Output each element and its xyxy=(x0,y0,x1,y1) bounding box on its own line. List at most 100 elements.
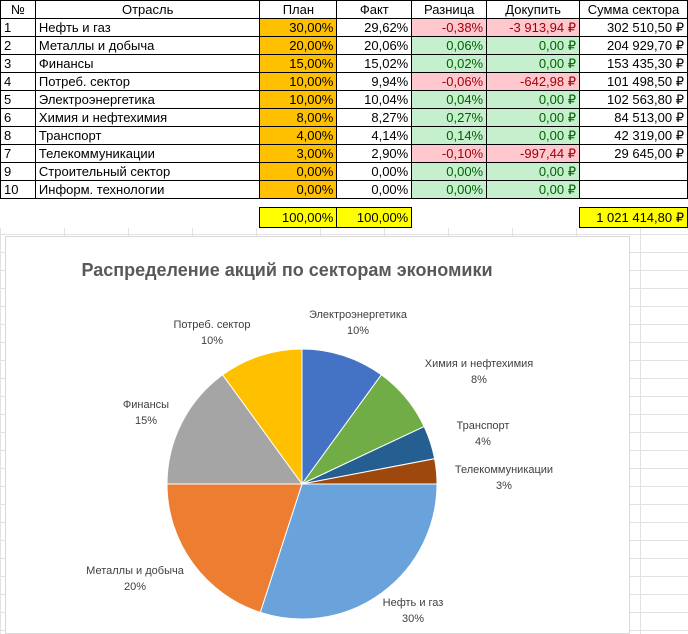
cell: 0,00 ₽ xyxy=(486,108,581,127)
cell: 0,06% xyxy=(411,36,488,55)
cell: Металлы и добыча xyxy=(34,36,261,55)
cell: 100,00% xyxy=(259,207,338,228)
cell: 0,00 ₽ xyxy=(486,126,581,145)
cell: 8,00% xyxy=(259,108,338,127)
cell: 9 xyxy=(0,162,36,181)
table-row: 9 Строительный сектор 0,00% 0,00% 0,00% 0,00 … xyxy=(0,162,688,181)
table-row: 7 Телекоммуникации 3,00% 2,90% -0,10% -997,44… xyxy=(0,144,688,163)
cell: Строительный сектор xyxy=(34,162,261,181)
cell: 0,00% xyxy=(259,180,338,199)
cell: 0,00% xyxy=(336,180,413,199)
cell: Сумма сектора xyxy=(579,0,688,19)
cell: 0,14% xyxy=(411,126,488,145)
cell: 100,00% xyxy=(336,207,413,228)
slice-label: Металлы и добыча xyxy=(86,565,185,577)
cell: 10,00% xyxy=(259,72,338,91)
cell xyxy=(1,208,36,228)
cell: № xyxy=(0,0,36,19)
cell: 0,04% xyxy=(411,90,488,109)
cell: Информ. технологии xyxy=(34,180,261,199)
cell: 3 xyxy=(0,54,36,73)
slice-label: Потреб. сектор xyxy=(173,319,250,331)
cell xyxy=(412,208,487,228)
cell: 15,00% xyxy=(259,54,338,73)
cell: 20,00% xyxy=(259,36,338,55)
cell: 0,00% xyxy=(411,162,488,181)
cell: -0,10% xyxy=(411,144,488,163)
cell: 3,00% xyxy=(259,144,338,163)
cell: План xyxy=(259,0,338,19)
cell: 30,00% xyxy=(259,18,338,37)
slice-percent: 8% xyxy=(471,374,487,386)
cell: 4,00% xyxy=(259,126,338,145)
cell: 6 xyxy=(0,108,36,127)
cell: -3 913,94 ₽ xyxy=(486,18,581,37)
cell: 2 xyxy=(0,36,36,55)
header-row: № Отрасль План Факт Разница Докупить Сумма сек… xyxy=(0,0,688,19)
spacer-row xyxy=(1,199,688,208)
cell: 8,27% xyxy=(336,108,413,127)
cell: 29,62% xyxy=(336,18,413,37)
cell: 2,90% xyxy=(336,144,413,163)
cell: Факт xyxy=(336,0,413,19)
cell: 204 929,70 ₽ xyxy=(579,36,688,55)
pie-slice xyxy=(259,483,438,620)
chart: Распределение акций по секторам экономик… xyxy=(5,236,630,634)
cell: 101 498,50 ₽ xyxy=(579,72,688,91)
cell: 0,27% xyxy=(411,108,488,127)
cell: 4,14% xyxy=(336,126,413,145)
chart-title: Распределение акций по секторам экономик… xyxy=(81,260,492,280)
cell: 15,02% xyxy=(336,54,413,73)
cell: 0,00 ₽ xyxy=(486,90,581,109)
table-row: 1 Нефть и газ 30,00% 29,62% -0,38% -3 913,94 … xyxy=(0,18,688,37)
cell: Докупить xyxy=(486,0,581,19)
cell xyxy=(487,208,580,228)
slice-label: Химия и нефтехимия xyxy=(425,358,534,370)
slice-percent: 20% xyxy=(124,581,146,593)
pie-slice xyxy=(166,483,303,614)
slice-percent: 3% xyxy=(496,480,512,492)
cell xyxy=(579,162,688,181)
cell: 5 xyxy=(0,90,36,109)
cell: Разница xyxy=(411,0,488,19)
cell: 302 510,50 ₽ xyxy=(579,18,688,37)
cell: 42 319,00 ₽ xyxy=(579,126,688,145)
cell: 102 563,80 ₽ xyxy=(579,90,688,109)
cell: 0,00% xyxy=(259,162,338,181)
cell: 29 645,00 ₽ xyxy=(579,144,688,163)
table-row: 3 Финансы 15,00% 15,02% 0,02% 0,00 ₽153 435,3… xyxy=(0,54,688,73)
cell: 0,00 ₽ xyxy=(486,180,581,199)
cell: 1 021 414,80 ₽ xyxy=(579,207,688,228)
cell: 10 xyxy=(0,180,36,199)
cell xyxy=(35,208,260,228)
cell: 7 xyxy=(0,144,36,163)
slice-percent: 10% xyxy=(201,335,223,347)
cell: 1 xyxy=(0,18,36,37)
slice-percent: 15% xyxy=(135,415,157,427)
slice-percent: 30% xyxy=(402,613,424,625)
table-row: 4 Потреб. сектор 10,00% 9,94% -0,06% -642,98 … xyxy=(0,72,688,91)
cell: -642,98 ₽ xyxy=(486,72,581,91)
slice-label: Электроэнергетика xyxy=(309,309,408,321)
table-row: 5 Электроэнергетика 10,00% 10,04% 0,04% 0,00 … xyxy=(0,90,688,109)
cell: -997,44 ₽ xyxy=(486,144,581,163)
cell: Потреб. сектор xyxy=(34,72,261,91)
slice-label: Телекоммуникации xyxy=(455,464,553,476)
cell: 10,00% xyxy=(259,90,338,109)
cell: 20,06% xyxy=(336,36,413,55)
cell: Нефть и газ xyxy=(34,18,261,37)
slice-label: Нефть и газ xyxy=(383,597,444,609)
cell: 153 435,30 ₽ xyxy=(579,54,688,73)
pie-slice xyxy=(301,458,438,485)
cell: Телекоммуникации xyxy=(34,144,261,163)
cell: Электроэнергетика xyxy=(34,90,261,109)
table-row: 2 Металлы и добыча 20,00% 20,06% 0,06% 0,00 ₽… xyxy=(0,36,688,55)
cell: 0,00% xyxy=(336,162,413,181)
slice-percent: 10% xyxy=(347,325,369,337)
cell: Отрасль xyxy=(34,0,261,19)
slice-percent: 4% xyxy=(475,436,491,448)
table-row: 6 Химия и нефтехимия 8,00% 8,27% 0,27% 0,00 ₽… xyxy=(0,108,688,127)
cell: 0,00% xyxy=(411,180,488,199)
cell: Химия и нефтехимия xyxy=(34,108,261,127)
